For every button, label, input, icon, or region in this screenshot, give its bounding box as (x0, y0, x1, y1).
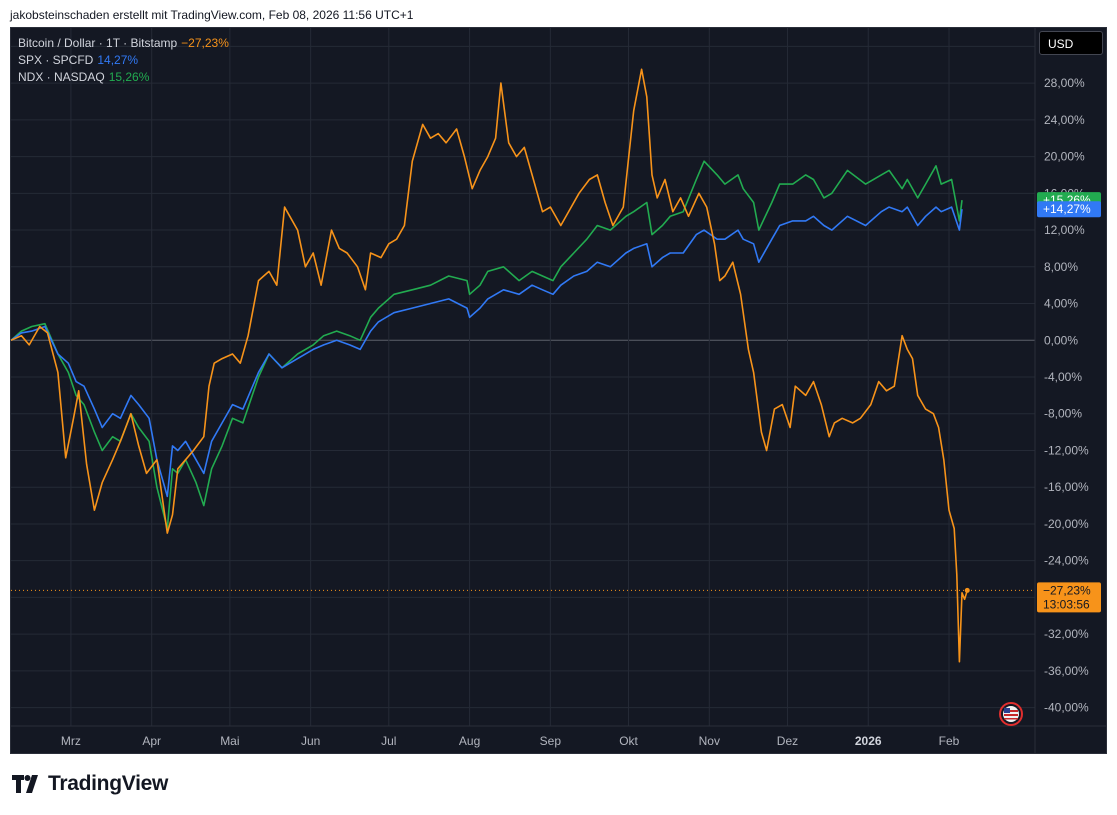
x-tick-label: Dez (777, 734, 798, 748)
y-tick-label: 4,00% (1044, 297, 1078, 311)
y-tick-label: -32,00% (1044, 627, 1089, 641)
chart-caption: jakobsteinschaden erstellt mit TradingVi… (10, 8, 414, 22)
x-tick-label: Jun (301, 734, 320, 748)
chart-frame[interactable] (10, 27, 1107, 754)
y-tick-label: -8,00% (1044, 407, 1082, 421)
btc-price-label-text: −27,23% (1043, 583, 1091, 597)
price-label-layer: +15,26%+14,27%−27,23%13:03:56 (1037, 192, 1101, 613)
spx-price-label-bg (1037, 201, 1101, 218)
y-tick-label: -36,00% (1044, 664, 1089, 678)
tradingview-logo-icon (12, 775, 38, 793)
series-line-btc (10, 68, 969, 663)
legend-item-btc[interactable]: Bitcoin / Dollar · 1T · Bitstamp −27,23% (18, 35, 229, 52)
legend-label-btc: Bitcoin / Dollar · 1T · Bitstamp (18, 36, 178, 50)
spx-price-label-text: +14,27% (1043, 202, 1091, 216)
legend-item-ndx[interactable]: NDX · NASDAQ 15,26% (18, 69, 229, 86)
x-tick-label: Nov (699, 734, 720, 748)
btc-last-point (964, 587, 970, 593)
btc-price-label-bg (1037, 582, 1101, 613)
y-tick-label: -40,00% (1044, 701, 1089, 715)
series-line-ndx (10, 160, 963, 530)
x-tick-label: Mai (220, 734, 239, 748)
x-tick-label: Apr (142, 734, 161, 748)
x-tick-label: Mrz (61, 734, 81, 748)
us-flag-icon[interactable] (999, 702, 1023, 726)
x-tick-label: Okt (619, 734, 638, 748)
spx-price-label: +14,27% (1037, 201, 1101, 218)
tradingview-wordmark: TradingView (48, 772, 169, 795)
y-tick-label: 0,00% (1044, 333, 1078, 347)
btc-price-label: −27,23%13:03:56 (1037, 582, 1101, 613)
y-tick-label: 28,00% (1044, 76, 1085, 90)
x-tick-label: Sep (540, 734, 562, 748)
legend-item-spx[interactable]: SPX · SPCFD 14,27% (18, 52, 229, 69)
y-tick-label: -20,00% (1044, 517, 1089, 531)
y-tick-label: 12,00% (1044, 223, 1085, 237)
grid-layer (11, 28, 1035, 726)
legend-value-spx: 14,27% (97, 53, 139, 67)
y-tick-label: -4,00% (1044, 370, 1082, 384)
legend-value-btc: −27,23% (181, 36, 229, 50)
legend-value-ndx: 15,26% (108, 70, 150, 84)
x-tick-label: Feb (939, 734, 960, 748)
y-tick-label: 8,00% (1044, 260, 1078, 274)
x-tick-label: 2026 (855, 734, 882, 748)
series-layer (10, 68, 1035, 663)
tradingview-logo: TradingView (12, 772, 168, 796)
y-tick-label: -16,00% (1044, 480, 1089, 494)
chart-legend: Bitcoin / Dollar · 1T · Bitstamp −27,23% … (18, 35, 229, 86)
y-tick-label: 20,00% (1044, 150, 1085, 164)
axis-layer: 32,00%28,00%24,00%20,00%16,00%12,00%8,00… (11, 28, 1106, 753)
legend-label-ndx: NDX · NASDAQ (18, 70, 105, 84)
y-tick-label: -12,00% (1044, 443, 1089, 457)
y-tick-label: -24,00% (1044, 554, 1089, 568)
legend-label-spx: SPX · SPCFD (18, 53, 94, 67)
btc-price-label-text: 13:03:56 (1043, 597, 1090, 611)
y-tick-label: 24,00% (1044, 113, 1085, 127)
x-tick-label: Jul (381, 734, 396, 748)
currency-button[interactable]: USD (1039, 31, 1103, 55)
series-line-spx (10, 206, 963, 498)
x-tick-label: Aug (459, 734, 480, 748)
